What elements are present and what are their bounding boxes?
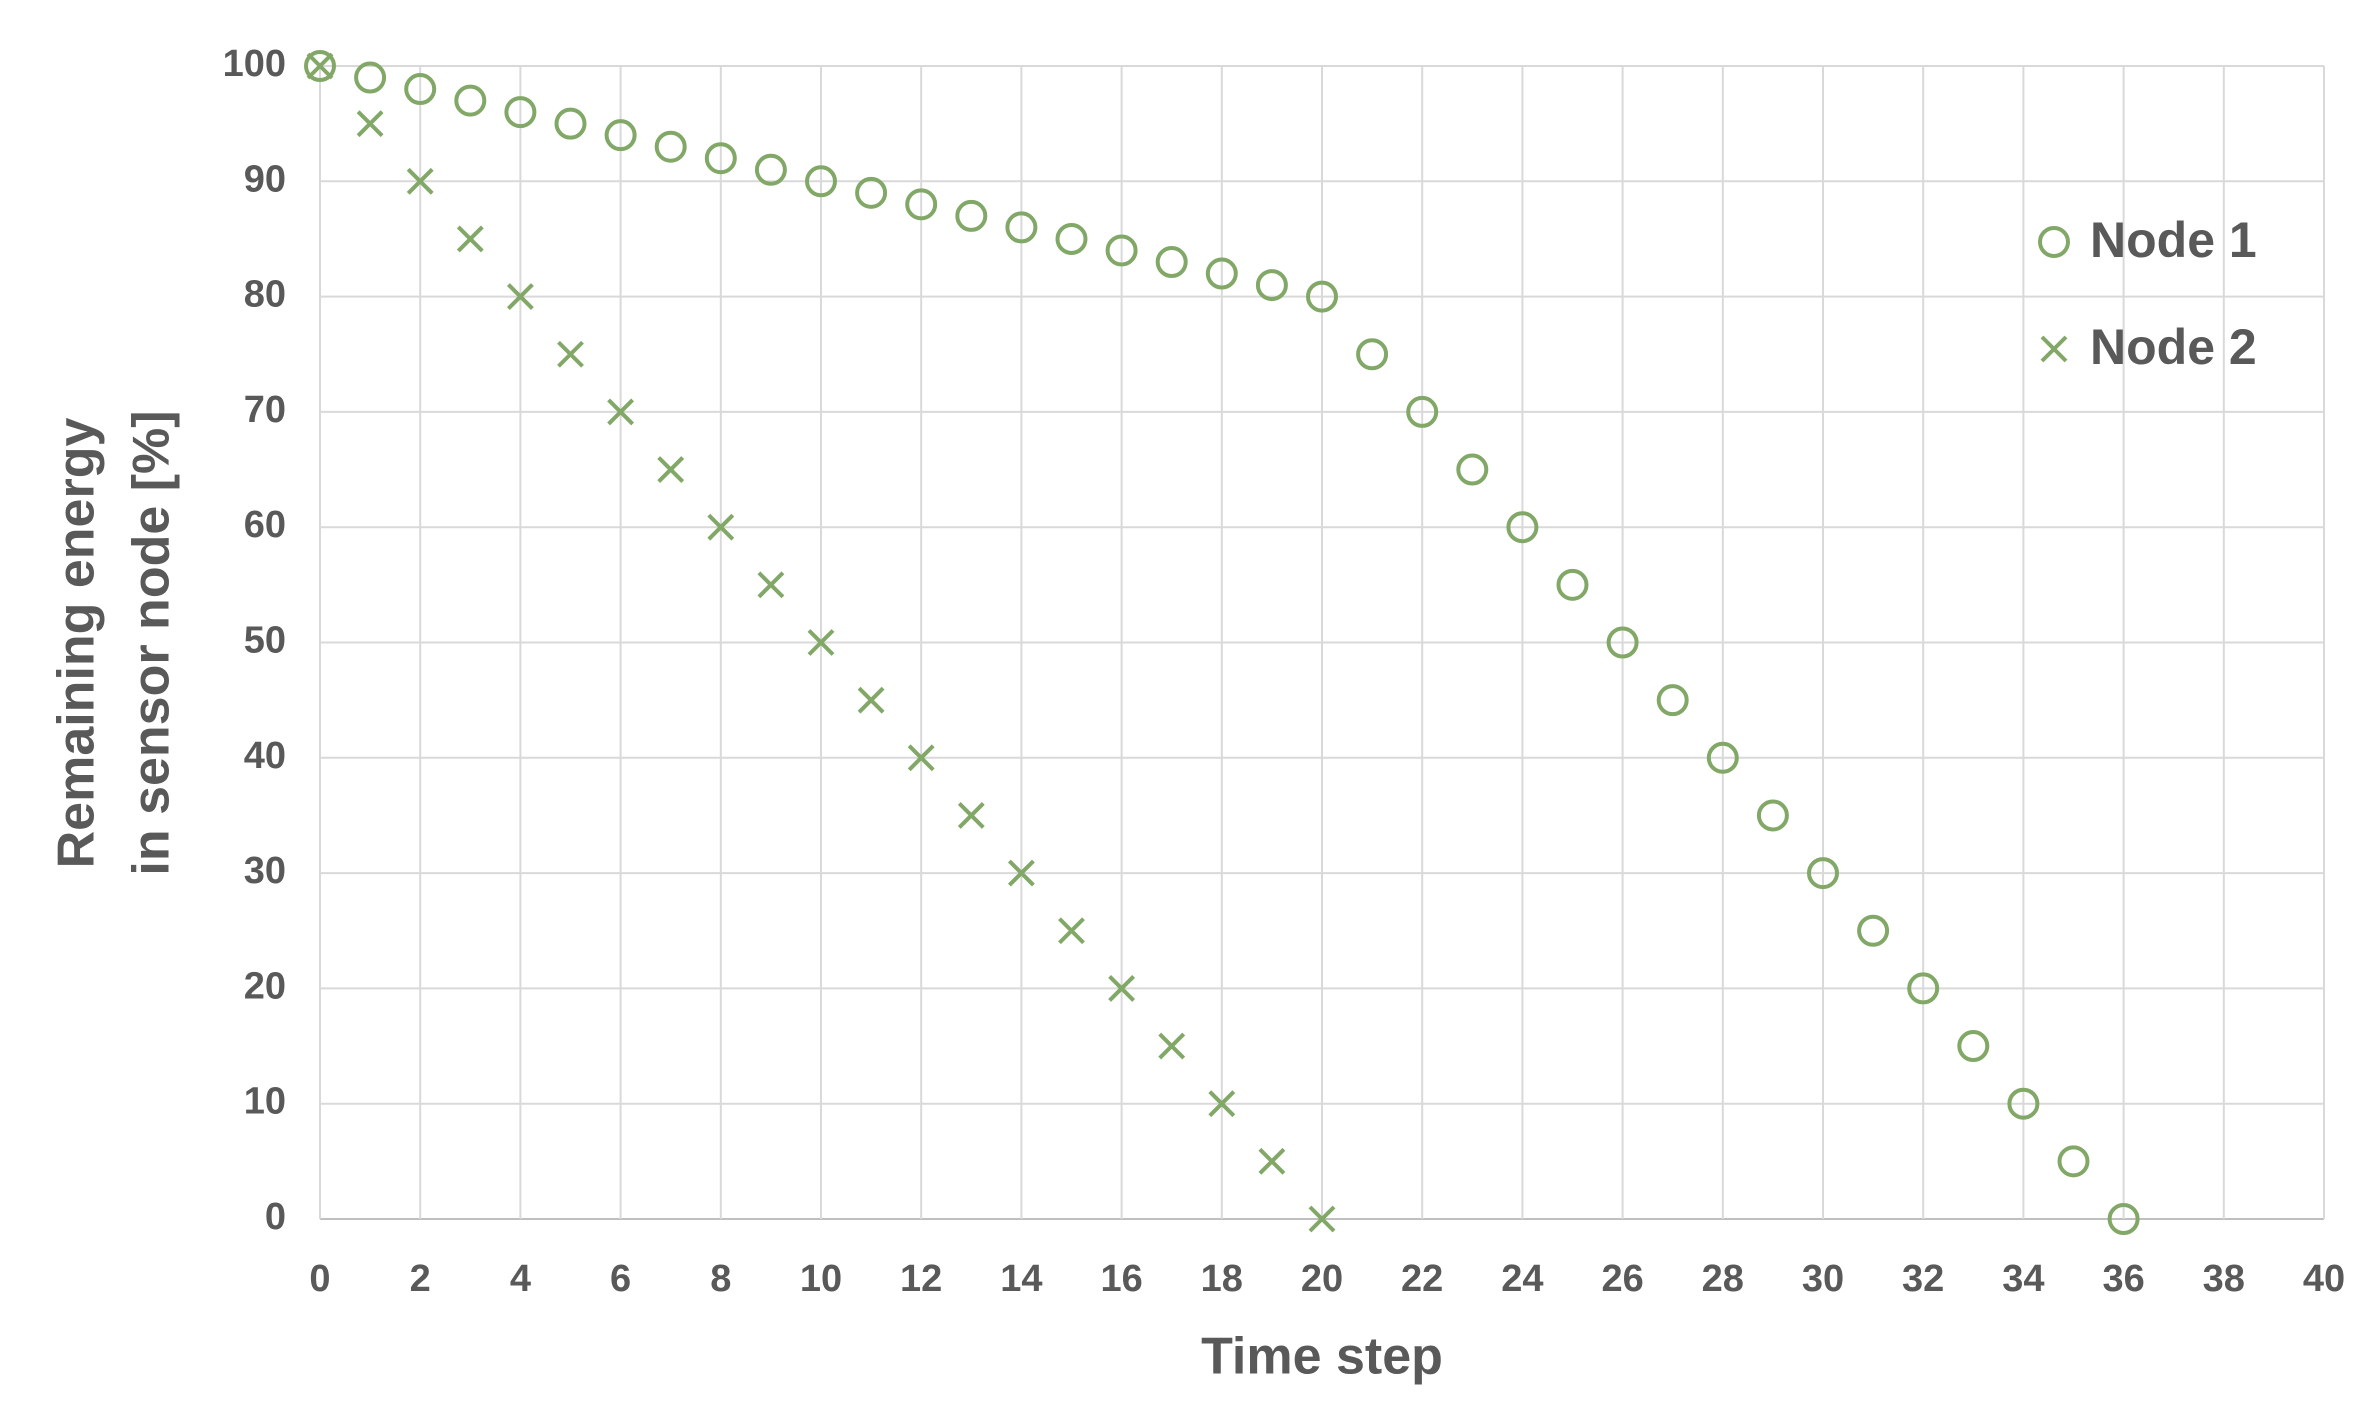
y-tick-label: 10 [244,1081,286,1123]
legend-label: Node 2 [2090,319,2257,375]
marker [1007,859,1035,887]
y-axis-title: in sensor node [%] [123,410,181,875]
marker [1456,453,1489,486]
marker [1807,857,1839,890]
legend-label: Node 1 [2090,212,2257,268]
marker [1957,1030,1990,1063]
marker [306,52,334,80]
marker [957,802,985,829]
x-tick-label: 0 [309,1258,330,1300]
marker [1306,280,1338,313]
marker [955,199,988,232]
marker [1108,974,1136,1002]
marker [304,50,336,82]
marker [2007,1087,2040,1120]
marker [1656,684,1689,717]
x-tick-label: 28 [1702,1258,1744,1300]
marker [454,84,487,117]
marker [1308,1205,1336,1233]
marker [1055,222,1088,255]
x-tick-label: 10 [800,1258,842,1300]
marker [557,340,584,368]
marker [506,283,534,311]
x-tick-label: 18 [1201,1258,1243,1300]
marker [1857,914,1890,947]
x-tick-label: 6 [610,1258,631,1300]
marker [1155,246,1188,279]
y-tick-label: 20 [244,965,286,1007]
marker [1706,741,1739,774]
y-tick-label: 30 [244,850,286,892]
x-tick-label: 36 [2102,1258,2144,1300]
y-tick-label: 40 [244,735,286,777]
marker [2107,1203,2140,1235]
y-axis-title: Remaining energy [48,418,106,869]
marker [404,73,437,106]
marker [2057,1145,2090,1178]
marker [1756,799,1789,832]
marker [654,130,687,163]
marker [1406,395,1439,428]
marker [707,513,735,541]
y-tick-label: 80 [244,274,286,316]
y-tick-label: 90 [244,158,286,200]
marker [604,119,637,152]
x-tick-label: 38 [2203,1258,2245,1300]
x-tick-label: 22 [1401,1258,1443,1300]
marker [857,686,885,714]
marker [807,629,835,656]
marker [554,107,587,140]
marker [1258,1147,1286,1175]
x-axis-title: Time step [1201,1328,1443,1386]
marker [1105,234,1138,267]
marker [1005,211,1038,244]
y-tick-label: 0 [265,1196,286,1238]
x-tick-label: 4 [510,1258,531,1300]
x-tick-label: 30 [1802,1258,1844,1300]
marker [504,96,537,129]
marker [1058,917,1085,945]
marker [356,110,384,138]
marker [757,571,785,599]
marker [907,744,935,772]
marker [354,61,387,94]
x-tick-label: 32 [1902,1258,1944,1300]
marker [1356,338,1389,371]
x-tick-label: 40 [2303,1258,2345,1300]
marker [1208,1090,1236,1118]
x-tick-label: 16 [1100,1258,1142,1300]
x-tick-label: 24 [1501,1258,1543,1300]
marker [1606,626,1639,659]
y-tick-label: 100 [223,43,286,85]
marker [607,398,635,426]
marker [456,225,484,253]
x-tick-label: 20 [1301,1258,1343,1300]
x-tick-label: 14 [1000,1258,1042,1300]
marker [1907,972,1940,1005]
marker [805,165,837,198]
y-tick-label: 60 [244,504,286,546]
y-tick-label: 70 [244,389,286,431]
marker [657,456,685,483]
marker [1556,568,1589,601]
legend-marker [2038,226,2070,258]
marker [905,188,938,221]
marker [1158,1032,1186,1060]
marker [855,176,888,209]
x-tick-label: 26 [1601,1258,1643,1300]
y-tick-label: 50 [244,620,286,662]
marker [704,142,737,175]
x-tick-label: 12 [900,1258,942,1300]
x-tick-label: 2 [410,1258,431,1300]
x-tick-label: 8 [710,1258,731,1300]
x-tick-label: 34 [2002,1258,2044,1300]
marker [754,153,787,186]
marker [1205,257,1238,290]
legend-marker [2040,335,2068,363]
marker [1255,269,1288,302]
marker [406,167,434,195]
marker [1506,511,1539,544]
